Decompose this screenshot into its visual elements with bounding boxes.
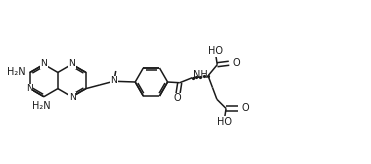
Text: N: N [26,84,33,93]
Text: HO: HO [217,117,232,127]
Text: O: O [174,93,181,103]
Text: O: O [242,103,249,113]
Text: O: O [233,58,240,68]
Text: N: N [111,76,117,85]
Text: H₂N: H₂N [7,67,26,77]
Text: N: N [40,60,47,69]
Text: N: N [69,93,76,102]
Text: HO: HO [208,46,223,56]
Text: NH: NH [193,70,208,80]
Text: N: N [69,60,75,69]
Text: H₂N: H₂N [32,101,50,111]
